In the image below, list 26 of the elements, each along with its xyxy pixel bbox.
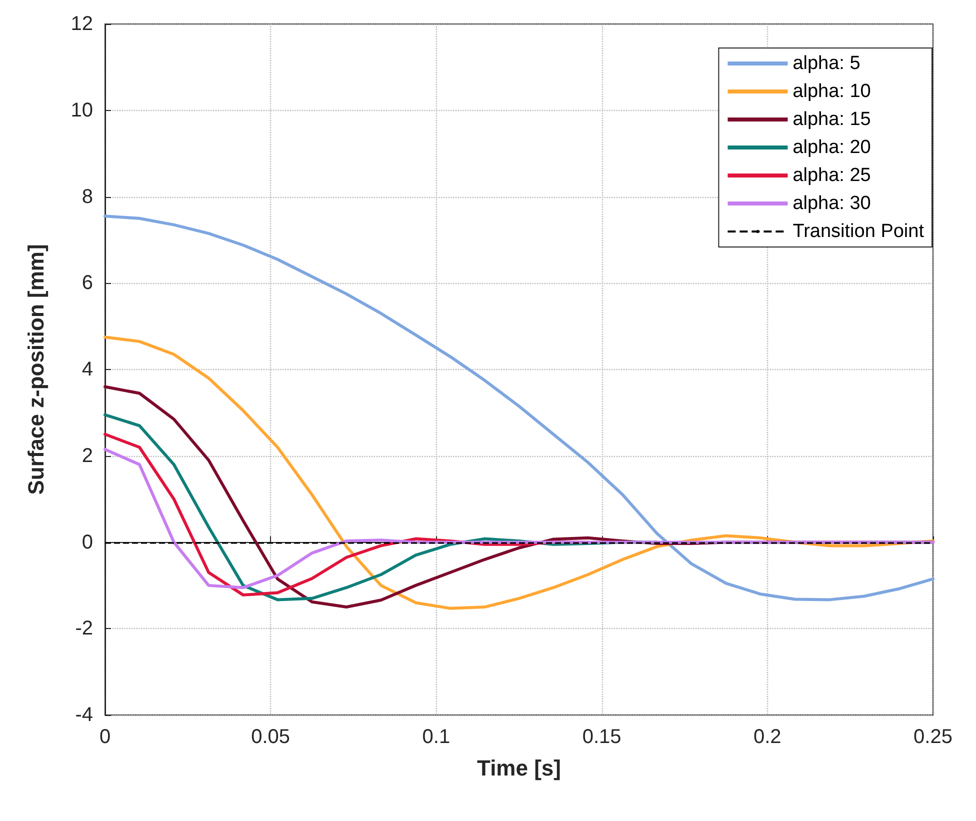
y-tick-label: 6 [82,272,93,294]
legend-label: alpha: 30 [792,193,871,214]
y-tick-label: 2 [82,444,93,467]
x-tick-label: 0 [99,726,111,748]
legend-label: alpha: 5 [792,53,860,74]
y-tick-label: 0 [82,531,93,554]
x-axis-title: Time [s] [477,756,561,780]
y-tick-label: 10 [70,99,93,122]
y-tick-label: 12 [70,13,93,35]
legend-label: alpha: 25 [792,165,871,186]
x-tick-label: 0.2 [753,726,782,748]
x-tick-label: 0.15 [582,726,622,748]
legend-label: alpha: 20 [792,137,871,158]
line-series [104,214,934,602]
y-tick-label: -4 [75,704,93,726]
y-tick-label: 4 [82,358,93,380]
legend-label: Transition Point [792,221,925,242]
x-tick-label: 0.1 [422,726,450,748]
x-tick-label: 0.25 [914,726,952,748]
legend-label: alpha: 15 [792,109,871,130]
legend-label: alpha: 10 [792,81,871,102]
y-axis-title: Surface z-position [mm] [24,244,48,495]
y-tick-label: -2 [75,618,93,640]
y-tick-label: 8 [82,186,93,208]
x-tick-label: 0.05 [251,726,290,748]
line-series [104,448,934,590]
